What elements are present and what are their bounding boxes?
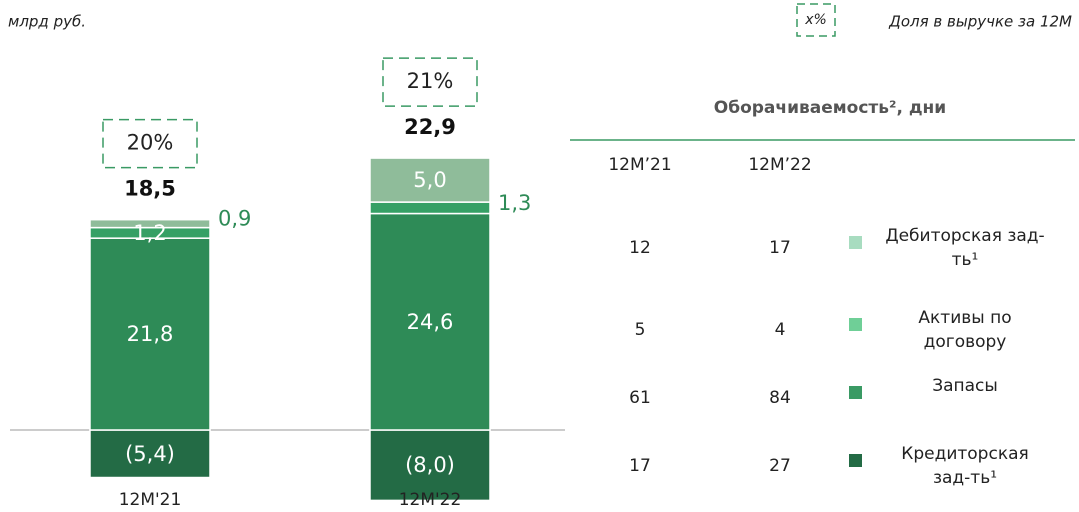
column-header: 12M’21 xyxy=(608,155,671,175)
share-key-box xyxy=(796,3,836,37)
bar-segment xyxy=(89,218,211,229)
turnover-value: 5 xyxy=(635,320,646,340)
legend-label: Дебиторская зад-ть¹ xyxy=(885,226,1045,270)
unit-label: млрд руб. xyxy=(8,13,86,31)
x-tick-label: 12M'21 xyxy=(119,490,182,510)
share-box xyxy=(382,57,478,107)
total-label: 22,9 xyxy=(404,115,456,139)
share-box xyxy=(102,118,198,169)
segment-label: (8,0) xyxy=(405,453,455,477)
legend-label: Кредиторская зад-ть¹ xyxy=(901,444,1029,488)
turnover-value: 17 xyxy=(769,238,791,258)
bar-segment xyxy=(369,157,491,203)
turnover-value: 12 xyxy=(629,238,651,258)
bar-segment xyxy=(369,201,491,215)
legend-swatch xyxy=(849,454,862,467)
turnover-title: Оборачиваемость², дни xyxy=(714,98,946,118)
legend-swatch xyxy=(849,236,862,249)
turnover-value: 84 xyxy=(769,388,791,408)
segment-label: 5,0 xyxy=(413,168,446,192)
legend-swatch xyxy=(849,318,862,331)
segment-label: 1,2 xyxy=(133,221,166,245)
legend-label: Запасы xyxy=(932,376,998,396)
turnover-value: 27 xyxy=(769,456,791,476)
column-header: 12M’22 xyxy=(748,155,811,175)
x-tick-label: 12M'22 xyxy=(399,490,462,510)
total-label: 18,5 xyxy=(124,177,176,201)
share-label: 21% xyxy=(407,69,454,93)
share-key: x% xyxy=(804,12,827,28)
turnover-value: 4 xyxy=(775,320,786,340)
segment-label: 1,3 xyxy=(498,191,531,215)
segment-label: 21,8 xyxy=(127,322,174,346)
segment-label: (5,4) xyxy=(125,442,175,466)
turnover-value: 61 xyxy=(629,388,651,408)
bar-segment xyxy=(369,212,491,431)
share-label: 20% xyxy=(127,131,174,155)
segment-label: 24,6 xyxy=(407,310,454,334)
bar-segment xyxy=(89,237,211,431)
legend-label: Активы по договору xyxy=(918,308,1012,352)
legend-swatch xyxy=(849,386,862,399)
share-key-label: Доля в выручке за 12М xyxy=(888,13,1072,31)
segment-label: 0,9 xyxy=(218,207,251,231)
turnover-value: 17 xyxy=(629,456,651,476)
